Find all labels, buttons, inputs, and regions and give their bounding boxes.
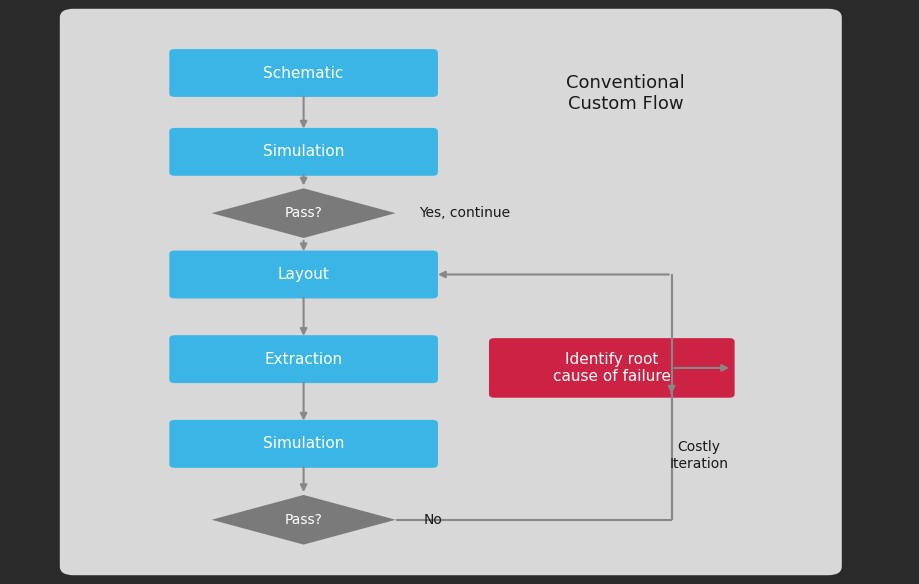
Text: Layout: Layout [278,267,329,282]
FancyBboxPatch shape [169,128,437,176]
FancyBboxPatch shape [169,49,437,97]
Text: No: No [423,513,442,527]
FancyBboxPatch shape [169,335,437,383]
FancyBboxPatch shape [60,9,841,575]
Polygon shape [211,189,395,238]
Text: Yes, continue: Yes, continue [418,206,509,220]
Text: Simulation: Simulation [263,144,344,159]
Text: Conventional
Custom Flow: Conventional Custom Flow [565,74,685,113]
Text: Pass?: Pass? [284,513,323,527]
FancyBboxPatch shape [169,420,437,468]
FancyBboxPatch shape [489,338,734,398]
Text: Pass?: Pass? [284,206,323,220]
Text: Schematic: Schematic [263,65,344,81]
Text: Identify root
cause of failure: Identify root cause of failure [552,352,670,384]
FancyBboxPatch shape [169,251,437,298]
Text: Costly
Iteration: Costly Iteration [669,440,728,471]
Text: Extraction: Extraction [265,352,342,367]
Text: Simulation: Simulation [263,436,344,451]
Polygon shape [211,495,395,544]
